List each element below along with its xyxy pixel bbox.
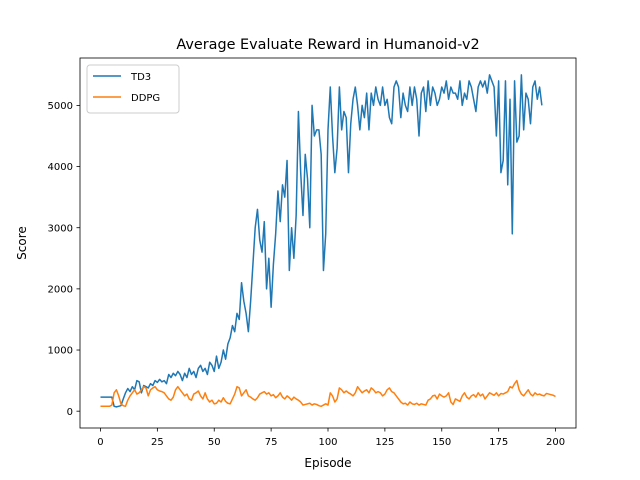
y-tick-label: 2000 xyxy=(48,284,73,295)
legend-label-td3: TD3 xyxy=(130,72,151,83)
legend-box xyxy=(86,64,180,114)
x-axis-ticks: 0 25 50 75 100 125 150 175 200 xyxy=(97,428,565,448)
y-tick-label: 5000 xyxy=(48,101,73,112)
y-axis-ticks: 0 1000 2000 3000 4000 5000 xyxy=(48,101,80,418)
y-tick-label: 3000 xyxy=(48,223,73,234)
y-axis-label: Score xyxy=(15,226,29,260)
series-line-ddpg xyxy=(100,379,556,408)
x-tick-label: 125 xyxy=(375,437,394,448)
series-layer xyxy=(100,74,556,408)
x-tick-label: 75 xyxy=(265,437,278,448)
x-axis-label: Episode xyxy=(304,456,351,470)
x-tick-label: 25 xyxy=(151,437,164,448)
x-tick-label: 50 xyxy=(208,437,221,448)
series-line-td3 xyxy=(100,74,543,408)
y-tick-label: 1000 xyxy=(48,346,73,357)
chart-title: Average Evaluate Reward in Humanoid-v2 xyxy=(176,37,479,53)
y-tick-label: 4000 xyxy=(48,162,73,173)
x-tick-label: 150 xyxy=(432,437,451,448)
legend-label-ddpg: DDPG xyxy=(131,93,160,104)
legend: TD3 DDPG xyxy=(86,64,180,114)
x-tick-label: 0 xyxy=(97,437,103,448)
x-tick-label: 175 xyxy=(489,437,508,448)
y-tick-label: 0 xyxy=(67,407,73,418)
x-tick-label: 100 xyxy=(318,437,337,448)
x-tick-label: 200 xyxy=(546,437,565,448)
